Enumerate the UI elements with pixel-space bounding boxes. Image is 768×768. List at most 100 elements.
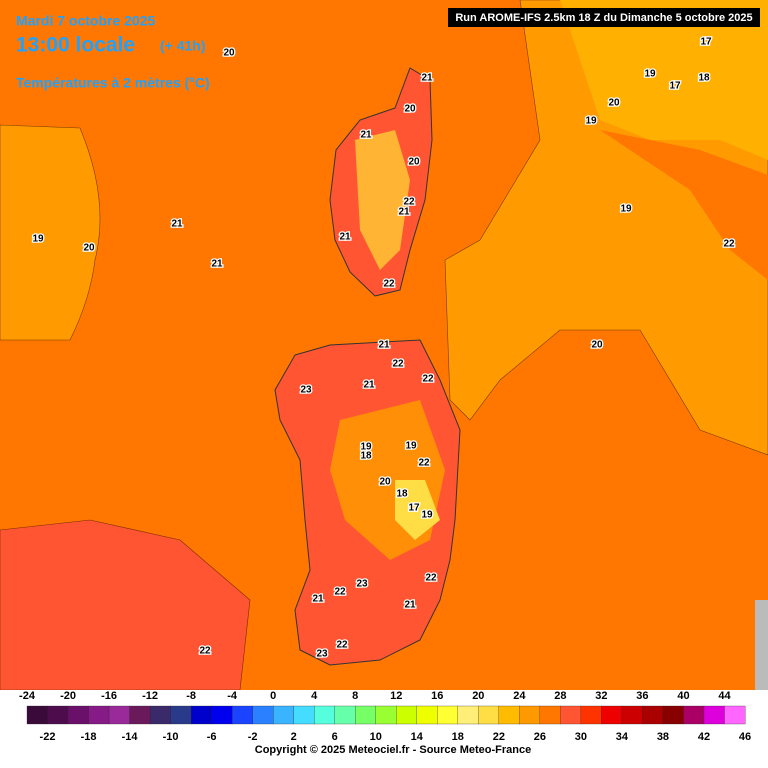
contour-label: 22 (422, 374, 434, 385)
scale-label: 0 (270, 690, 276, 702)
contour-label: 19 (644, 69, 656, 80)
subtitle: Températures à 2 mètres (°C) (16, 75, 210, 91)
scale-label: 32 (595, 690, 607, 702)
scale-label: 20 (472, 690, 484, 702)
scale-label: -10 (163, 731, 179, 743)
scale-swatch (47, 705, 69, 725)
scale-swatch (539, 705, 561, 725)
contour-label: 19 (32, 234, 44, 245)
contour-label: 19 (360, 442, 372, 453)
contour-label: 21 (398, 207, 410, 218)
scale-swatch (621, 705, 643, 725)
scale-label: -4 (227, 690, 238, 702)
contour-label: 21 (363, 380, 375, 391)
contour-label: 21 (211, 259, 223, 270)
alps-zone (560, 0, 768, 160)
contour-label: 18 (698, 73, 710, 84)
scale-swatch (314, 705, 336, 725)
contour-label: 21 (312, 594, 324, 605)
scale-swatch (355, 705, 377, 725)
scale-swatch (437, 705, 459, 725)
time: 13:00 locale (16, 34, 135, 57)
scale-label: 34 (616, 731, 629, 743)
scale-swatch (190, 705, 213, 725)
scale-label: -2 (248, 731, 258, 743)
scale-label: 26 (534, 731, 546, 743)
scale-label: -22 (40, 731, 56, 743)
warm-zone (0, 124, 101, 341)
contour-label: 21 (404, 600, 416, 611)
copyright: Copyright © 2025 Meteociel.fr - Source M… (255, 744, 531, 756)
contour-label: 22 (334, 587, 346, 598)
scale-label: 38 (657, 731, 669, 743)
scale-label: 36 (636, 690, 648, 702)
scale-swatch (26, 705, 48, 725)
contour-label: 22 (199, 646, 211, 657)
contour-label: 20 (408, 157, 420, 168)
scale-swatch (580, 705, 602, 725)
scale-swatch (642, 705, 664, 725)
contour-label: 21 (421, 73, 433, 84)
scale-swatch (662, 705, 684, 725)
scale-swatch (498, 705, 520, 725)
contour-label: 22 (392, 359, 404, 370)
scale-label: 42 (698, 731, 710, 743)
contour-label: 17 (700, 37, 712, 48)
scale-swatch (683, 705, 705, 725)
contour-label: 22 (383, 279, 395, 290)
contour-label: 21 (360, 130, 372, 141)
scale-label: 24 (513, 690, 526, 702)
scale-swatch (108, 705, 131, 725)
scale-label: 40 (677, 690, 689, 702)
scale-label: -20 (60, 690, 76, 702)
scale-label: -16 (101, 690, 117, 702)
scale-label: 2 (291, 731, 297, 743)
contour-label: 22 (723, 239, 735, 250)
scale-swatch (560, 705, 582, 725)
coast-zone (600, 130, 768, 280)
run-box (448, 8, 760, 27)
contour-label: 22 (336, 640, 348, 651)
lead-time: (+ 41h) (160, 38, 206, 54)
scale-label: 46 (739, 731, 751, 743)
scale-swatch (252, 705, 274, 725)
contour-label: 23 (300, 385, 312, 396)
scale-swatch (519, 705, 541, 725)
scale-swatch (88, 705, 110, 725)
scale-label: 44 (718, 690, 731, 702)
scale-label: -14 (122, 731, 139, 743)
scale-swatch (703, 705, 725, 725)
scale-label: 8 (352, 690, 358, 702)
scale-label: 30 (575, 731, 587, 743)
scale-label: -6 (207, 731, 217, 743)
contour-label: 22 (403, 197, 415, 208)
sardinia-high (395, 480, 440, 540)
scale-swatch (149, 705, 172, 725)
scale-swatch (211, 705, 233, 725)
contour-label: 19 (585, 116, 597, 127)
date: Mardi 7 octobre 2025 (16, 13, 155, 29)
scale-label: 22 (493, 731, 505, 743)
scale-swatch (478, 705, 500, 725)
contour-label: 19 (421, 510, 433, 521)
contour-label: 21 (378, 340, 390, 351)
contour-label: 20 (591, 340, 603, 351)
legend-panel (0, 690, 768, 768)
scale-label: -18 (81, 731, 97, 743)
contour-label: 18 (396, 489, 408, 500)
contour-label: 20 (223, 48, 235, 59)
scale-label: 18 (452, 731, 464, 743)
scale-swatch (416, 705, 438, 725)
scale-swatch (231, 705, 254, 725)
scale-swatch (67, 705, 89, 725)
contour-label: 23 (356, 579, 368, 590)
scale-swatch (457, 705, 479, 725)
scale-swatch (601, 705, 623, 725)
contour-label: 20 (608, 98, 620, 109)
scale-swatch (170, 705, 192, 725)
contour-label: 20 (83, 243, 95, 254)
scale-swatch (129, 705, 151, 725)
scale-label: 4 (311, 690, 318, 702)
contour-label: 18 (360, 451, 372, 462)
